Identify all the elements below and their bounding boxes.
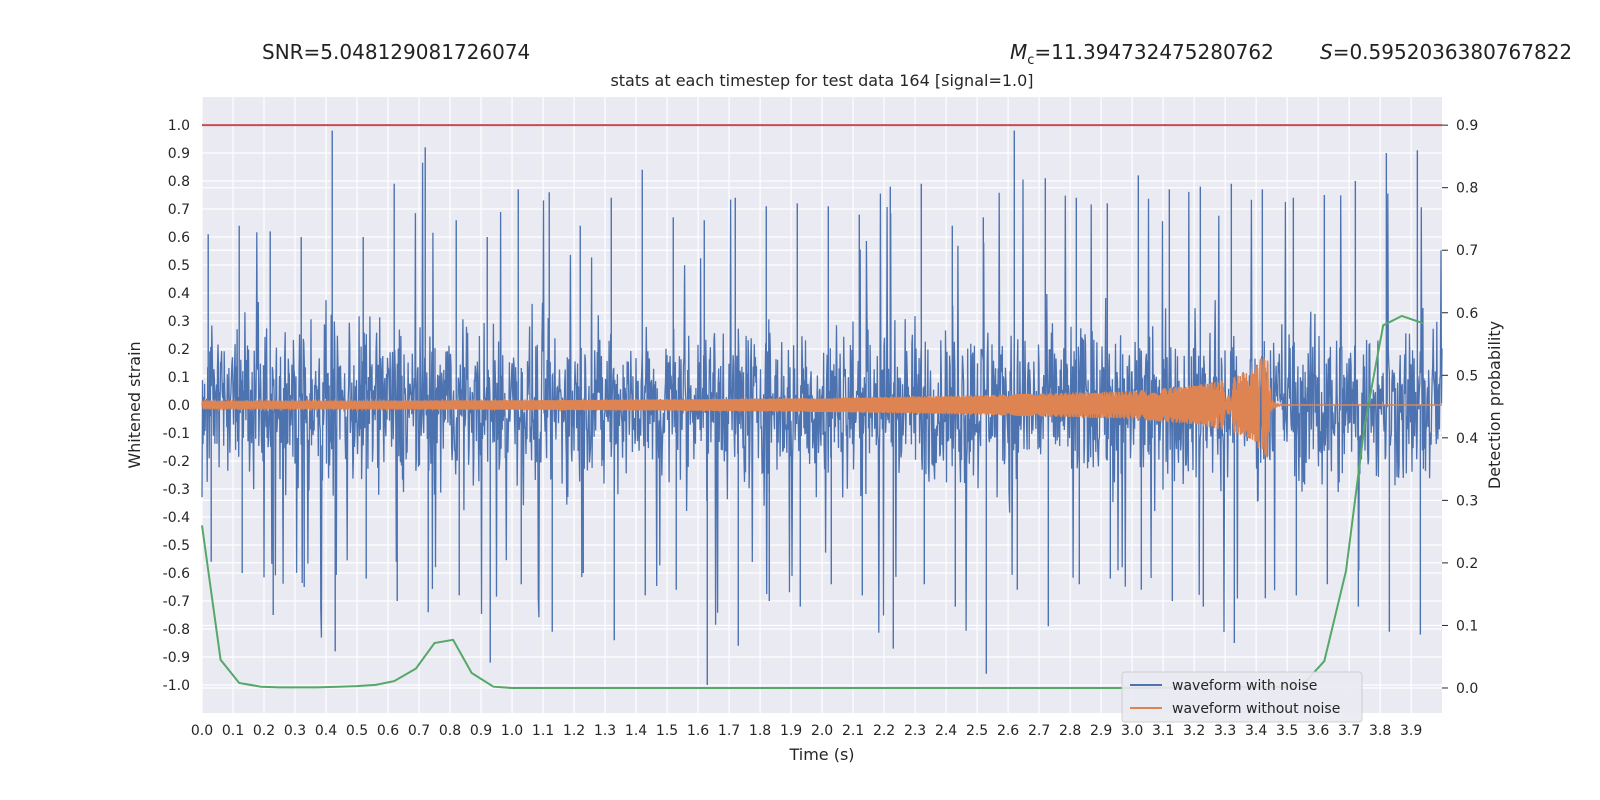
y2-tick-label: 0.8: [1456, 181, 1478, 197]
x-tick-label: 0.6: [377, 723, 399, 739]
y-tick-label: -0.5: [163, 538, 190, 554]
x-tick-label: 1.2: [563, 723, 585, 739]
x-tick-label: 1.7: [718, 723, 740, 739]
y-tick-label: 0.5: [168, 258, 190, 274]
x-tick-label: 3.0: [1121, 723, 1143, 739]
y-tick-label: -0.9: [163, 650, 190, 666]
y2-tick-label: 0.0: [1456, 681, 1478, 697]
y-tick-label: 0.0: [168, 398, 190, 414]
x-tick-label: 0.8: [439, 723, 461, 739]
chirp-mass-value: =11.394732475280762: [1034, 40, 1274, 64]
x-tick-label: 0.7: [408, 723, 430, 739]
x-tick-label: 2.3: [904, 723, 926, 739]
y2-tick-label: 0.6: [1456, 306, 1478, 322]
x-tick-label: 1.9: [780, 723, 802, 739]
legend-box: [1121, 671, 1363, 723]
x-tick-label: 1.8: [749, 723, 771, 739]
legend-label-noisy: waveform with noise: [1172, 678, 1317, 694]
x-tick-label: 0.4: [315, 723, 337, 739]
y-tick-label: 0.9: [168, 146, 190, 162]
x-tick-label: 3.6: [1307, 723, 1329, 739]
y2-tick-label: 0.1: [1456, 618, 1478, 634]
axes: 0.0 0.1 0.2 0.3 0.4 0.5 0.6 0.7 0.8 0.9 1.0 1.1 1.2 1…: [163, 118, 1479, 739]
spin-symbol: S: [1320, 40, 1333, 64]
x-tick-label: 0.3: [284, 723, 306, 739]
x-tick-label: 0.2: [253, 723, 275, 739]
y-tick-label: 0.8: [168, 174, 190, 190]
y-tick-label: -0.4: [163, 510, 190, 526]
y-tick-label: 0.4: [168, 286, 190, 302]
y-tick-label: -0.1: [163, 426, 190, 442]
y-tick-label: 0.7: [168, 202, 190, 218]
chart-title: stats at each timestep for test data 164…: [610, 71, 1034, 90]
legend: waveform with noise waveform without noi…: [1121, 671, 1363, 723]
snr-label: SNR=5.048129081726074: [262, 40, 531, 64]
y-tick-label: -0.3: [163, 482, 190, 498]
x-axis-label: Time (s): [788, 745, 854, 764]
chirp-mass-symbol: M: [1010, 40, 1028, 64]
x-tick-label: 1.5: [656, 723, 678, 739]
x-tick-label: 3.4: [1245, 723, 1267, 739]
y2-tick-label: 0.5: [1456, 368, 1478, 384]
x-tick-label: 3.1: [1152, 723, 1174, 739]
x-tick-label: 2.6: [997, 723, 1019, 739]
spin-label: S=0.5952036380767822: [1320, 40, 1572, 64]
y-axis-label: Whitened strain: [125, 341, 144, 468]
series-waveform-with-noise: [201, 130, 1443, 685]
x-tick-label: 3.5: [1276, 723, 1298, 739]
x-tick-label: 3.7: [1338, 723, 1360, 739]
y2-tick-label: 0.9: [1456, 118, 1478, 134]
x-tick-label: 0.1: [222, 723, 244, 739]
clean-waveform-line: [201, 356, 1442, 459]
x-tick-label: 2.0: [811, 723, 833, 739]
chirp-mass-label: Mc=11.394732475280762: [1010, 40, 1274, 68]
y-tick-label: -0.2: [163, 454, 190, 470]
x-tick-label: 2.5: [966, 723, 988, 739]
y2-tick-label: 0.7: [1456, 243, 1478, 259]
y2-tick-label: 0.2: [1456, 556, 1478, 572]
y-tick-label: 0.2: [168, 342, 190, 358]
x-tick-label: 1.3: [594, 723, 616, 739]
y-tick-label: -0.6: [163, 566, 190, 582]
legend-label-clean: waveform without noise: [1172, 701, 1340, 717]
y2-tick-label: 0.3: [1456, 493, 1478, 509]
chirp-mass-subscript: c: [1027, 53, 1035, 68]
x-tick-label: 1.6: [687, 723, 709, 739]
y2-axis-label: Detection probability: [1485, 321, 1504, 489]
y-tick-label: -0.8: [163, 622, 190, 638]
x-tick-label: 2.4: [935, 723, 957, 739]
x-tick-label: 1.1: [532, 723, 554, 739]
y-tick-label: 0.1: [168, 370, 190, 386]
x-tick-label: 2.2: [873, 723, 895, 739]
y-tick-label: 1.0: [168, 118, 190, 134]
x-tick-label: 0.0: [191, 723, 213, 739]
y-tick-label: 0.3: [168, 314, 190, 330]
y-tick-label: -1.0: [163, 678, 190, 694]
y2-tick-label: 0.4: [1456, 431, 1478, 447]
x-tick-label: 3.3: [1214, 723, 1236, 739]
x-tick-label: 2.1: [842, 723, 864, 739]
x-tick-label: 3.9: [1400, 723, 1422, 739]
detection-probability-line: [201, 314, 1424, 689]
x-tick-label: 3.8: [1369, 723, 1391, 739]
y-tick-label: -0.7: [163, 594, 190, 610]
y-tick-label: 0.6: [168, 230, 190, 246]
x-tick-label: 3.2: [1183, 723, 1205, 739]
x-tick-label: 1.4: [625, 723, 647, 739]
series-waveform-without-noise: [201, 356, 1442, 459]
x-tick-label: 2.8: [1059, 723, 1081, 739]
series-detection-probability: [201, 124, 1442, 689]
x-tick-label: 2.9: [1090, 723, 1112, 739]
spin-value: =0.5952036380767822: [1332, 40, 1573, 64]
x-tick-label: 0.5: [346, 723, 368, 739]
x-tick-label: 2.7: [1028, 723, 1050, 739]
x-tick-label: 1.0: [501, 723, 523, 739]
x-tick-label: 0.9: [470, 723, 492, 739]
